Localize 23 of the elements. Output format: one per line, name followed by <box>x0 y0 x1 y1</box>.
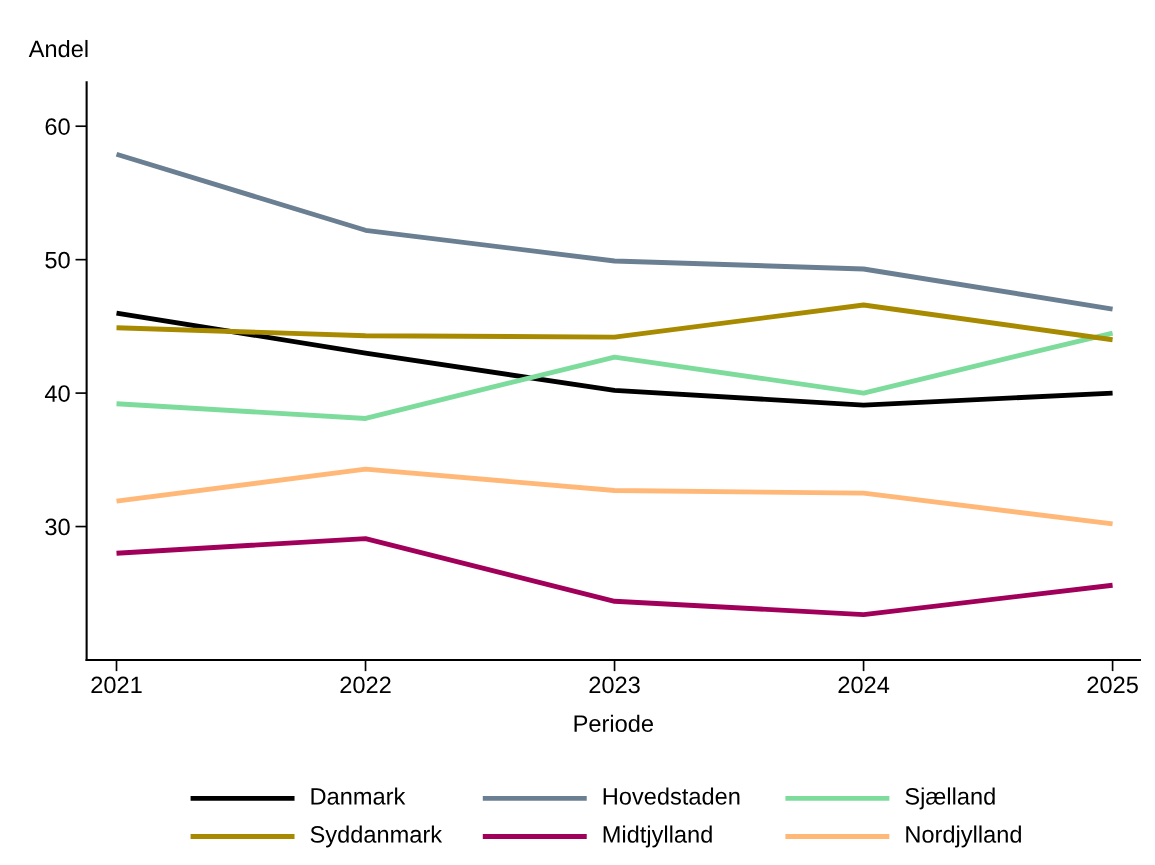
y-tick-label: 60 <box>45 118 70 135</box>
line-series <box>114 302 1116 343</box>
x-tick-label: 2024 <box>838 676 890 694</box>
legend-label: Midtjylland <box>603 825 712 848</box>
line-series <box>114 536 1116 618</box>
legend-label: Nordjylland <box>906 825 1021 848</box>
x-tick-label: 2023 <box>589 676 640 694</box>
x-axis-title: Periode <box>574 714 653 732</box>
line-series <box>114 151 1116 312</box>
y-tick-label: 50 <box>45 251 70 269</box>
line-series <box>114 310 1116 408</box>
line-series <box>114 330 1116 421</box>
x-tick-label: 2022 <box>340 676 391 694</box>
legend-label: Hovedstaden <box>603 787 740 805</box>
legend-label: Danmark <box>311 787 406 805</box>
legend-label: Syddanmark <box>310 825 443 848</box>
y-tick-label: 30 <box>45 518 70 536</box>
legend-label: Sjælland <box>905 787 995 810</box>
x-tick-label: 2025 <box>1087 676 1138 694</box>
line-series <box>114 466 1116 527</box>
x-tick-label: 2021 <box>91 676 142 694</box>
y-tick-label: 40 <box>44 385 70 402</box>
y-axis-title: Andel <box>28 39 88 58</box>
